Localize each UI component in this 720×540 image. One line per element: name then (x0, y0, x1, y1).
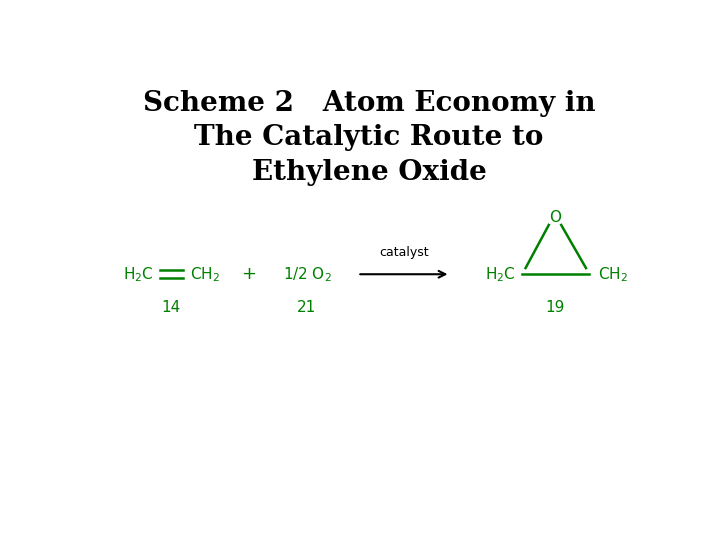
Text: 14: 14 (162, 300, 181, 315)
Text: O: O (549, 210, 561, 225)
Text: 1/2 O$_2$: 1/2 O$_2$ (283, 265, 331, 284)
Text: CH$_2$: CH$_2$ (190, 265, 220, 284)
Text: 21: 21 (297, 300, 317, 315)
Text: 19: 19 (545, 300, 564, 315)
Text: Scheme 2   Atom Economy in: Scheme 2 Atom Economy in (143, 90, 595, 117)
Text: +: + (241, 265, 256, 284)
Text: Ethylene Oxide: Ethylene Oxide (251, 159, 487, 186)
Text: The Catalytic Route to: The Catalytic Route to (194, 124, 544, 151)
Text: H$_2$C: H$_2$C (485, 265, 516, 284)
Text: H$_2$C: H$_2$C (122, 265, 153, 284)
Text: CH$_2$: CH$_2$ (598, 265, 628, 284)
Text: catalyst: catalyst (379, 246, 428, 259)
